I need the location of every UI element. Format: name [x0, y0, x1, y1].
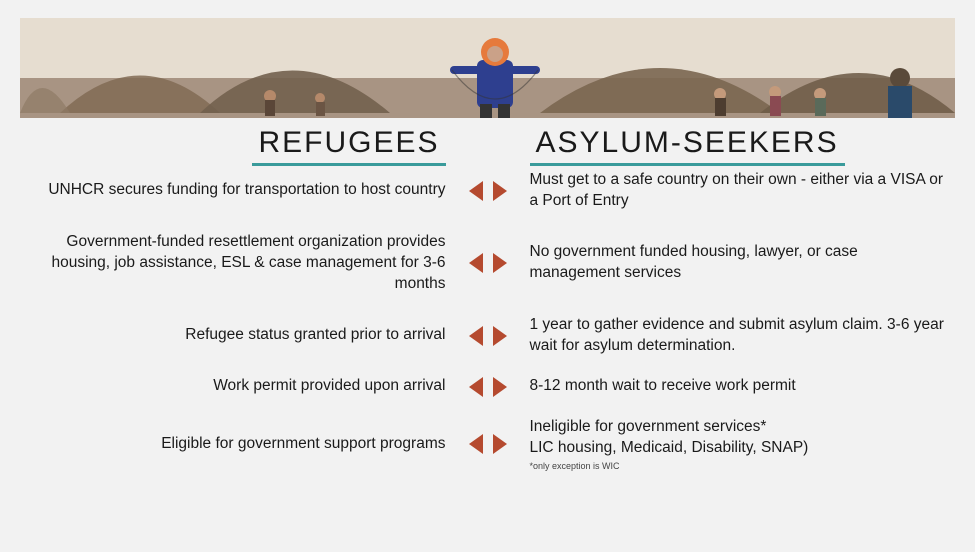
arrow-left-icon [469, 434, 483, 454]
arrow-right-icon [493, 377, 507, 397]
row3-left: Refugee status granted prior to arrival [185, 325, 445, 346]
row2-right: No government funded housing, lawyer, or… [530, 242, 950, 284]
arrow-pair-5 [456, 407, 520, 481]
row4-right: 8-12 month wait to receive work permit [530, 376, 796, 397]
row3-right: 1 year to gather evidence and submit asy… [530, 315, 950, 357]
arrow-right-icon [493, 253, 507, 273]
row1-right: Must get to a safe country on their own … [530, 170, 950, 212]
arrow-pair-2 [456, 222, 520, 305]
arrow-left-icon [469, 377, 483, 397]
banner-photo [20, 18, 955, 118]
arrow-pair-3 [456, 305, 520, 367]
row5-right: Ineligible for government services* LIC … [530, 417, 809, 459]
arrow-right-icon [493, 326, 507, 346]
row1-left: UNHCR secures funding for transportation… [48, 180, 445, 201]
arrow-left-icon [469, 326, 483, 346]
arrow-right-icon [493, 434, 507, 454]
arrow-pair-1 [456, 160, 520, 222]
row5-left: Eligible for government support programs [161, 434, 445, 455]
row4-left: Work permit provided upon arrival [213, 376, 445, 397]
arrow-right-icon [493, 181, 507, 201]
row5-footnote: *only exception is WIC [530, 461, 620, 471]
comparison-grid: UNHCR secures funding for transportation… [0, 160, 975, 481]
row2-left: Government-funded resettlement organizat… [26, 232, 446, 295]
arrow-pair-4 [456, 366, 520, 407]
arrow-left-icon [469, 253, 483, 273]
arrow-left-icon [469, 181, 483, 201]
